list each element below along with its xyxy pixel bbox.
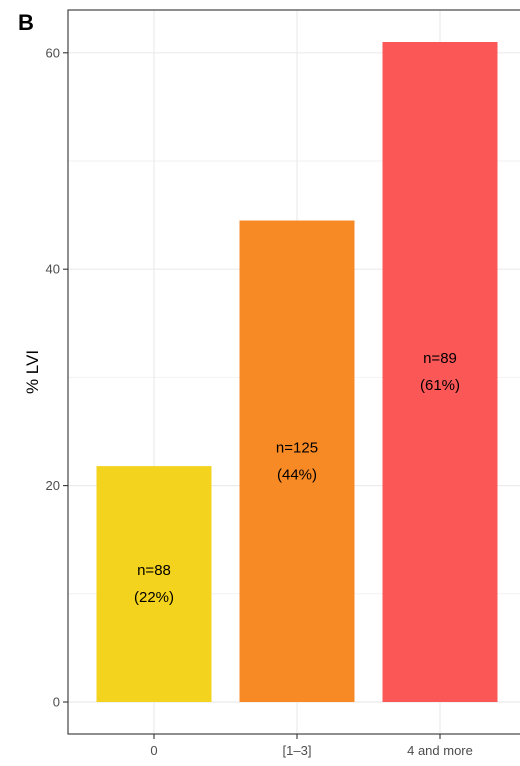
bar-data-label: n=125 xyxy=(276,439,318,456)
y-tick-label: 40 xyxy=(46,262,60,277)
x-tick-label: 0 xyxy=(150,743,157,758)
bar xyxy=(239,220,355,702)
y-tick-label: 60 xyxy=(46,45,60,60)
x-axis: 0 [1–3] 4 and more xyxy=(150,734,473,758)
x-tick-label: 4 and more xyxy=(407,743,473,758)
bar xyxy=(382,41,498,703)
bar-data-label: (44%) xyxy=(277,466,317,483)
y-axis-label: % LVI xyxy=(23,350,42,394)
bar-data-label: n=88 xyxy=(137,562,171,579)
bar-data-label: n=89 xyxy=(423,350,457,367)
y-tick-label: 20 xyxy=(46,478,60,493)
panel-label: B xyxy=(18,10,34,35)
plot-panel-border xyxy=(67,9,520,735)
bar-data-label: (61%) xyxy=(420,377,460,394)
bar xyxy=(96,466,212,702)
y-tick-label: 0 xyxy=(53,695,60,710)
bars xyxy=(96,41,498,703)
bar-data-label: (22%) xyxy=(134,589,174,606)
bar-labels: n=88 (22%) n=125 (44%) n=89 (61%) xyxy=(134,350,460,606)
y-axis: 0 20 40 60 xyxy=(46,45,68,710)
x-tick-label: [1–3] xyxy=(283,743,312,758)
